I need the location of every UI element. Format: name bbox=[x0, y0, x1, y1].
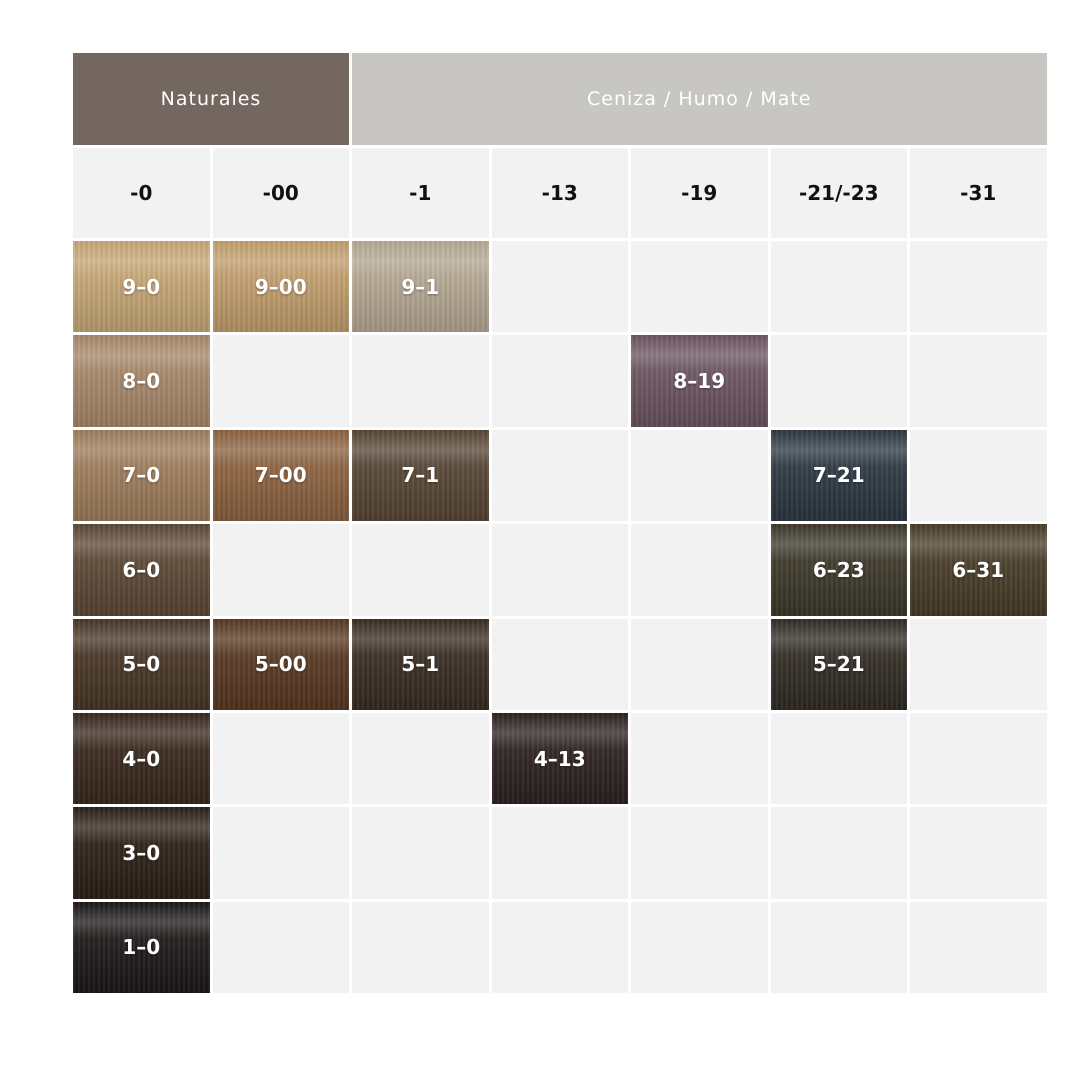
column-header: -13 bbox=[491, 148, 628, 238]
color-swatch: 6–0 bbox=[73, 524, 210, 616]
color-swatch: 4–13 bbox=[491, 713, 628, 805]
color-swatch: 9–00 bbox=[212, 241, 349, 333]
color-swatch: 4–0 bbox=[73, 713, 210, 805]
color-swatch: 9–1 bbox=[352, 241, 489, 333]
empty-cell bbox=[491, 807, 628, 899]
empty-cell bbox=[910, 335, 1047, 427]
empty-cell bbox=[910, 241, 1047, 333]
empty-cell bbox=[212, 713, 349, 805]
empty-cell bbox=[770, 901, 907, 994]
empty-cell bbox=[910, 429, 1047, 522]
color-swatch: 7–0 bbox=[73, 429, 210, 522]
empty-cell bbox=[352, 524, 489, 616]
empty-cell bbox=[631, 713, 768, 805]
color-swatch: 1–0 bbox=[73, 901, 210, 994]
empty-cell bbox=[770, 807, 907, 899]
column-header: -00 bbox=[212, 148, 349, 238]
empty-cell bbox=[352, 901, 489, 994]
color-swatch: 7–1 bbox=[352, 429, 489, 522]
column-header: -0 bbox=[73, 148, 210, 238]
color-swatch: 5–21 bbox=[770, 618, 907, 710]
column-header: -31 bbox=[910, 148, 1047, 238]
empty-cell bbox=[631, 429, 768, 522]
empty-cell bbox=[770, 335, 907, 427]
color-swatch: 3–0 bbox=[73, 807, 210, 899]
color-swatch: 5–0 bbox=[73, 618, 210, 710]
empty-cell bbox=[770, 713, 907, 805]
color-swatch: 6–23 bbox=[770, 524, 907, 616]
empty-cell bbox=[491, 524, 628, 616]
empty-cell bbox=[631, 807, 768, 899]
empty-cell bbox=[770, 241, 907, 333]
color-swatch: 8–19 bbox=[631, 335, 768, 427]
color-swatch: 9–0 bbox=[73, 241, 210, 333]
color-swatch: 7–21 bbox=[770, 429, 907, 522]
group-header: Naturales bbox=[73, 53, 349, 145]
empty-cell bbox=[491, 335, 628, 427]
group-header: Ceniza / Humo / Mate bbox=[352, 53, 1047, 145]
empty-cell bbox=[212, 901, 349, 994]
empty-cell bbox=[631, 524, 768, 616]
empty-cell bbox=[212, 524, 349, 616]
color-swatch: 8–0 bbox=[73, 335, 210, 427]
empty-cell bbox=[631, 901, 768, 994]
empty-cell bbox=[910, 807, 1047, 899]
color-swatch: 5–00 bbox=[212, 618, 349, 710]
color-swatch: 5–1 bbox=[352, 618, 489, 710]
column-header: -21/-23 bbox=[770, 148, 907, 238]
empty-cell bbox=[910, 618, 1047, 710]
empty-cell bbox=[631, 241, 768, 333]
empty-cell bbox=[212, 335, 349, 427]
empty-cell bbox=[491, 618, 628, 710]
column-header: -1 bbox=[352, 148, 489, 238]
empty-cell bbox=[910, 713, 1047, 805]
empty-cell bbox=[491, 901, 628, 994]
color-swatch: 6–31 bbox=[910, 524, 1047, 616]
empty-cell bbox=[631, 618, 768, 710]
empty-cell bbox=[212, 807, 349, 899]
empty-cell bbox=[352, 807, 489, 899]
empty-cell bbox=[491, 429, 628, 522]
empty-cell bbox=[352, 713, 489, 805]
empty-cell bbox=[352, 335, 489, 427]
empty-cell bbox=[910, 901, 1047, 994]
empty-cell bbox=[491, 241, 628, 333]
color-swatch: 7–00 bbox=[212, 429, 349, 522]
column-header: -19 bbox=[631, 148, 768, 238]
